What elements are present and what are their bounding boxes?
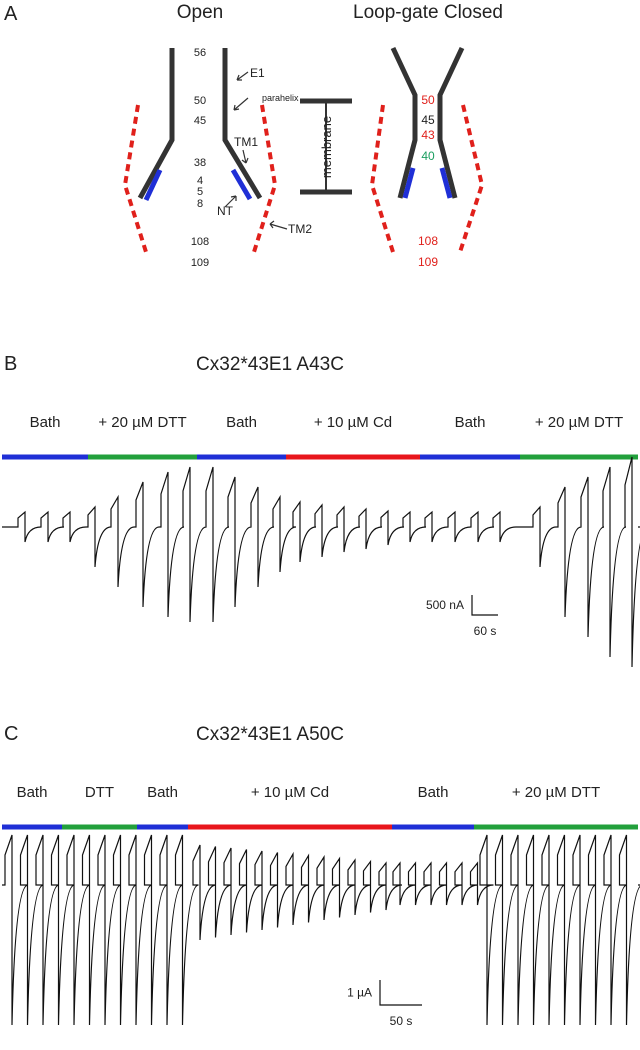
residue-number: 4: [197, 175, 203, 187]
condition-label: Bath: [30, 414, 61, 431]
residue-number: 43: [421, 128, 435, 142]
current-trace: [2, 456, 640, 668]
residue-number: 38: [194, 157, 206, 169]
residue-number: 45: [194, 115, 206, 127]
condition-label: Bath: [455, 414, 486, 431]
residue-number: 108: [418, 234, 438, 248]
condition-label: DTT: [85, 784, 114, 801]
scale-bar: [379, 980, 422, 1006]
residue-number: 109: [418, 255, 438, 269]
panel-label: B: [4, 353, 17, 375]
condition-label: Bath: [418, 784, 449, 801]
open-channel: [122, 48, 288, 253]
closed-title: Loop-gate Closed: [353, 2, 503, 23]
residue-number: 45: [421, 113, 435, 127]
residue-number: 50: [194, 95, 206, 107]
closed-channel: [369, 46, 485, 253]
condition-label: + 10 µM Cd: [251, 784, 329, 801]
panel-title: Cx32*43E1 A43C: [196, 354, 344, 375]
panel-label: A: [4, 3, 18, 25]
scale-y: 500 nA: [426, 598, 464, 612]
label: TM2: [288, 222, 312, 236]
scale-x: 50 s: [390, 1014, 413, 1028]
condition-label: Bath: [147, 784, 178, 801]
panel-label: C: [4, 723, 18, 745]
open-title: Open: [177, 2, 223, 23]
residue-number: 56: [194, 47, 206, 59]
membrane-label: membrane: [319, 116, 334, 178]
scale-bar: [471, 595, 498, 616]
condition-label: + 20 µM DTT: [98, 414, 186, 431]
residue-number: 40: [421, 149, 435, 163]
membrane-bracket: [300, 98, 352, 195]
label: TM1: [234, 135, 258, 149]
current-trace: [2, 834, 640, 1026]
residue-number: 8: [197, 198, 203, 210]
condition-label: Bath: [17, 784, 48, 801]
residue-number: 109: [191, 257, 209, 269]
condition-label: + 20 µM DTT: [512, 784, 600, 801]
residue-number: 108: [191, 236, 209, 248]
label: parahelix: [262, 93, 299, 103]
panel-title: Cx32*43E1 A50C: [196, 724, 344, 745]
condition-label: + 20 µM DTT: [535, 414, 623, 431]
residue-number: 5: [197, 186, 203, 198]
scale-x: 60 s: [474, 624, 497, 638]
label: E1: [250, 66, 265, 80]
scale-y: 1 µA: [347, 986, 372, 1000]
condition-label: + 10 µM Cd: [314, 414, 392, 431]
condition-label: Bath: [226, 414, 257, 431]
residue-number: 50: [421, 93, 435, 107]
label: NT: [217, 204, 234, 218]
